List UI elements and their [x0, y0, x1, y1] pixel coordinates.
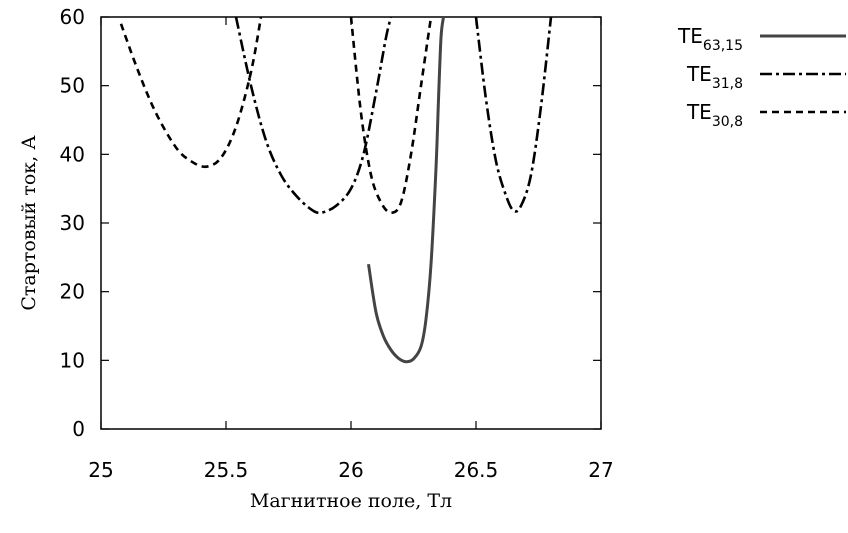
y-axis-title: Стартовый ток, А: [18, 135, 40, 311]
series-line-30-8-segment-1: [119, 17, 263, 169]
y-tick-label: 20: [60, 280, 85, 304]
legend-label: TE30,8: [686, 100, 743, 130]
y-tick-label: 30: [60, 211, 85, 235]
series-line-31-8-segment-1: [234, 17, 393, 215]
legend-label: TE31,8: [686, 62, 743, 92]
x-tick-label: 27: [588, 458, 613, 482]
series-layer: [119, 17, 553, 364]
x-tick-label: 26: [338, 458, 363, 482]
x-tick-label: 25.5: [204, 458, 249, 482]
y-tick-label: 10: [60, 348, 85, 372]
y-tick-label: 50: [60, 74, 85, 98]
x-tick-label: 26.5: [454, 458, 499, 482]
plot-frame: [100, 16, 602, 430]
series-line-63-15-segment-1: [367, 17, 445, 364]
legend: TE63,15 TE31,8 TE30,8: [677, 24, 846, 130]
x-axis-title: Магнитное поле, Тл: [250, 490, 452, 512]
y-tick-label: 40: [60, 142, 85, 166]
ticks-layer: [100, 16, 602, 430]
y-tick-label: 60: [60, 5, 85, 29]
series-line-30-8-segment-2: [349, 17, 433, 215]
tick-labels-layer: 25 25.5 26 26.5 27 0 10 20 30 40 50 60: [60, 5, 614, 482]
legend-label: TE63,15: [677, 24, 743, 54]
y-tick-label: 0: [72, 417, 85, 441]
x-tick-label: 25: [88, 458, 113, 482]
series-line-31-8-segment-2: [474, 17, 553, 213]
